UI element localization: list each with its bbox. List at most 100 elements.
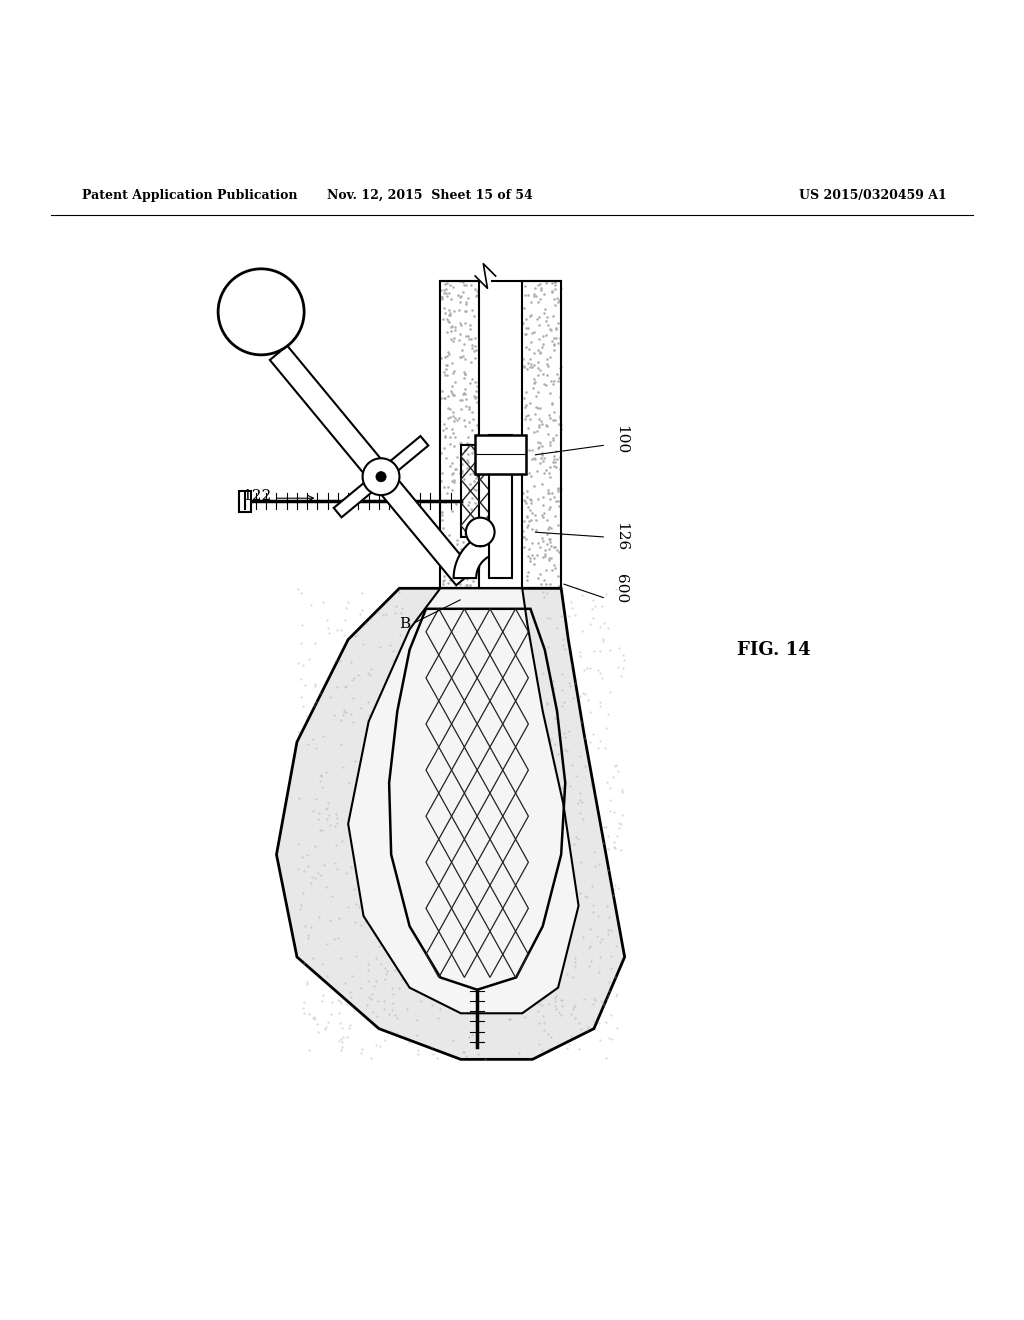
Point xyxy=(522,492,539,513)
Point xyxy=(444,549,461,570)
Point xyxy=(519,507,536,528)
Point xyxy=(459,432,475,453)
Point xyxy=(549,447,565,469)
Point xyxy=(442,399,459,420)
Point xyxy=(464,565,480,586)
Text: FIG. 14: FIG. 14 xyxy=(737,640,811,659)
Point xyxy=(531,359,548,380)
Point xyxy=(445,277,462,298)
Point xyxy=(521,539,538,560)
Point xyxy=(517,396,534,417)
Point xyxy=(515,482,531,503)
Point xyxy=(515,348,531,370)
Point xyxy=(447,494,464,515)
Point xyxy=(551,495,567,516)
Polygon shape xyxy=(334,436,428,517)
Point xyxy=(521,408,538,429)
Point xyxy=(457,312,473,333)
Point xyxy=(527,371,544,392)
Point xyxy=(469,414,485,436)
Point xyxy=(436,362,453,383)
Point xyxy=(530,416,547,437)
Point xyxy=(528,285,545,306)
Point xyxy=(529,488,546,510)
Point xyxy=(445,384,462,405)
Point xyxy=(515,521,531,543)
Point xyxy=(469,543,485,564)
Point xyxy=(518,436,535,457)
Point xyxy=(441,560,458,581)
Point xyxy=(461,396,477,417)
Text: Patent Application Publication: Patent Application Publication xyxy=(82,189,297,202)
Point xyxy=(535,326,551,347)
Point xyxy=(434,289,451,310)
Point xyxy=(440,572,457,593)
Point xyxy=(441,434,458,455)
Point xyxy=(551,413,567,434)
Point xyxy=(517,323,534,345)
Polygon shape xyxy=(270,346,473,585)
Point xyxy=(437,282,454,304)
Point xyxy=(529,292,546,313)
Point xyxy=(454,454,470,475)
Point xyxy=(544,280,560,301)
Point xyxy=(449,529,465,550)
Point xyxy=(520,545,537,566)
Point xyxy=(433,546,450,568)
Point xyxy=(432,528,449,549)
Point xyxy=(536,302,552,323)
Point xyxy=(434,308,451,329)
Point xyxy=(520,440,537,461)
Point xyxy=(459,449,475,470)
Point xyxy=(524,378,541,399)
Point xyxy=(548,457,564,478)
Point xyxy=(467,335,483,356)
Point xyxy=(526,277,543,298)
Point xyxy=(453,573,469,594)
Point xyxy=(445,384,462,405)
Point xyxy=(516,527,532,548)
Point xyxy=(465,341,481,362)
Point xyxy=(538,414,554,436)
Point xyxy=(470,424,486,445)
Point xyxy=(518,309,535,330)
Point xyxy=(525,553,542,574)
Point xyxy=(471,512,487,533)
Point xyxy=(469,552,485,573)
Point xyxy=(546,486,562,507)
Point xyxy=(463,351,479,372)
Point xyxy=(433,504,450,525)
Point xyxy=(464,337,480,358)
Point xyxy=(541,405,557,426)
Point xyxy=(436,364,453,385)
Point xyxy=(553,524,569,545)
Point xyxy=(437,273,454,294)
Point xyxy=(545,374,561,395)
Point xyxy=(522,305,539,326)
Point xyxy=(445,469,462,490)
Point xyxy=(518,318,535,339)
Point xyxy=(458,275,474,296)
Point xyxy=(443,500,460,521)
Point xyxy=(520,405,537,426)
Point xyxy=(519,417,536,438)
Point xyxy=(520,352,537,374)
Point xyxy=(522,548,539,569)
Point xyxy=(467,492,483,513)
Point xyxy=(439,364,456,385)
Point xyxy=(465,408,481,429)
Point xyxy=(519,284,536,305)
Point xyxy=(546,334,562,355)
Point xyxy=(441,305,458,326)
Point xyxy=(517,432,534,453)
Point xyxy=(522,488,539,510)
Point xyxy=(464,437,480,458)
Point xyxy=(546,334,562,355)
Point xyxy=(514,527,530,548)
Point xyxy=(467,279,483,300)
Point xyxy=(460,564,476,585)
Point xyxy=(453,524,469,545)
Point xyxy=(541,482,557,503)
Point xyxy=(542,430,558,451)
Point xyxy=(446,360,463,381)
